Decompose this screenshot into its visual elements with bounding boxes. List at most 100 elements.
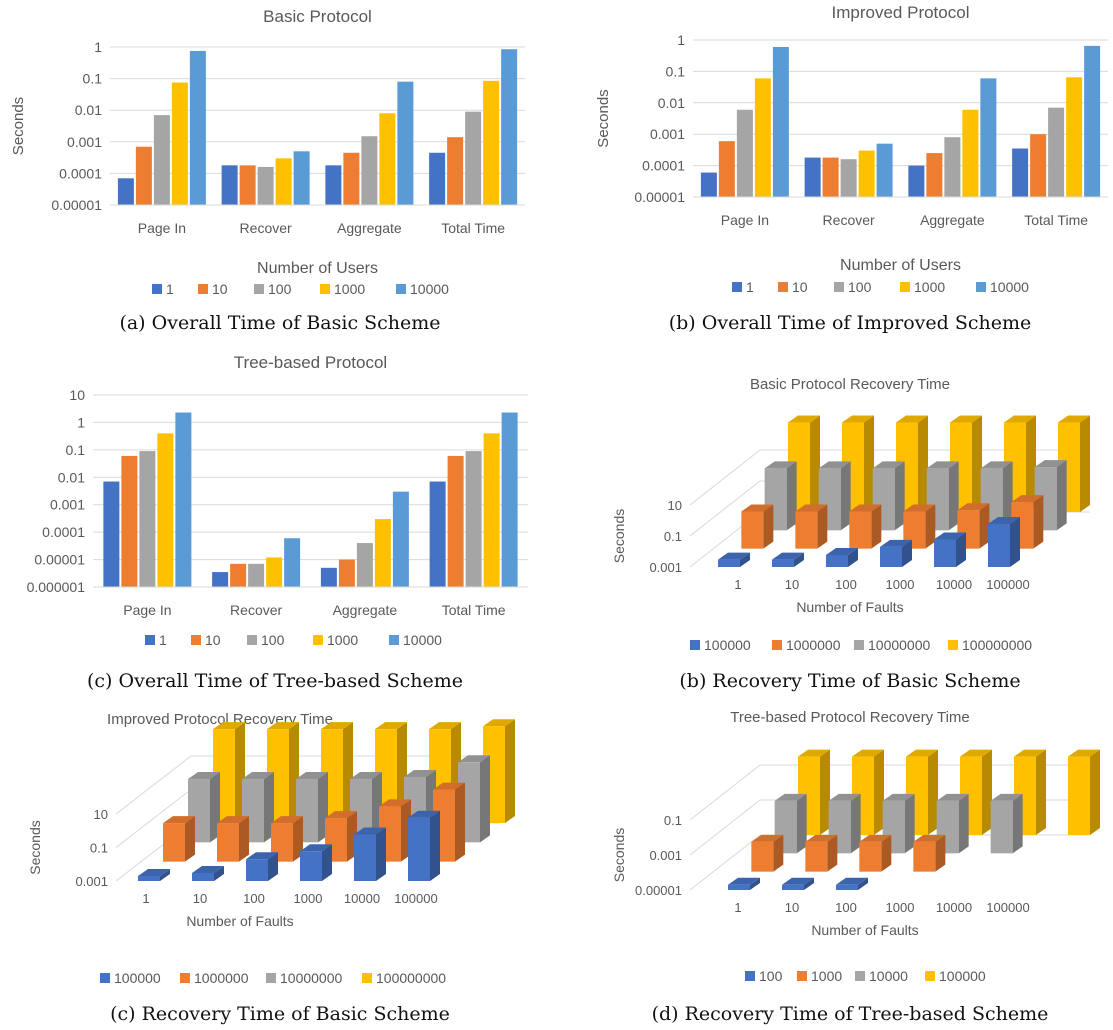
legend-swatch	[313, 635, 323, 645]
bar-top	[246, 852, 278, 860]
y-axis-label: Seconds	[595, 89, 612, 147]
bar-top	[325, 811, 357, 819]
y-tick-label: 0.001	[50, 497, 85, 513]
chart-title: Tree-based Protocol Recovery Time	[730, 709, 970, 726]
y-tick-label: 0.1	[666, 63, 686, 79]
caption-b2: (b) Recovery Time of Basic Scheme	[679, 670, 1021, 692]
bar	[447, 137, 464, 205]
bar-top	[296, 772, 328, 780]
x-axis-label: Number of Faults	[811, 922, 918, 938]
legend-label: 100000	[939, 968, 986, 984]
legend-label: 1000	[334, 281, 365, 297]
bar-side	[322, 844, 332, 881]
x-tick-label: 10000	[344, 891, 380, 906]
bar	[501, 412, 518, 587]
bar	[926, 153, 943, 197]
y-axis-label: Seconds	[611, 509, 627, 563]
legend-swatch	[854, 640, 864, 650]
bar-top	[433, 782, 465, 790]
gridline	[689, 799, 761, 856]
legend-label: 100000000	[962, 637, 1032, 653]
bar	[275, 158, 292, 205]
gridline	[689, 764, 761, 821]
bar	[257, 166, 274, 205]
bar-top	[772, 552, 804, 560]
bar-side	[979, 503, 990, 549]
bar	[374, 519, 391, 587]
bar	[483, 80, 500, 205]
bar-side	[874, 749, 884, 835]
chart-tree-recovery-svg: Tree-based Protocol Recovery Time 0.00001…	[611, 709, 1100, 984]
bar-side	[763, 504, 774, 549]
bar	[465, 111, 482, 205]
bar	[990, 800, 1013, 854]
bar-top	[934, 532, 966, 540]
x-tick-label: Aggregate	[333, 602, 398, 618]
legend-swatch	[266, 973, 276, 983]
bar	[782, 884, 804, 890]
bar	[139, 451, 156, 587]
bar	[248, 563, 265, 587]
bar-side	[956, 532, 966, 567]
bar-side	[376, 827, 386, 881]
bar-top	[138, 868, 170, 876]
caption-c2: (c) Recovery Time of Basic Scheme	[110, 1003, 450, 1025]
bar	[117, 178, 134, 205]
bar	[754, 78, 771, 197]
x-tick-label: 1000	[294, 891, 323, 906]
legend-swatch	[976, 282, 986, 292]
bar	[379, 113, 396, 205]
x-tick-label: Page In	[721, 212, 769, 228]
legend-swatch	[778, 282, 788, 292]
bar-top	[960, 749, 992, 757]
bar	[880, 546, 902, 567]
bar	[429, 152, 446, 205]
bar	[447, 455, 464, 587]
bar-side	[972, 415, 982, 512]
bar-side	[480, 755, 490, 843]
legend-label: 100000000	[376, 970, 446, 986]
y-tick-label: 0.0001	[42, 524, 85, 540]
gridline	[689, 449, 761, 506]
y-tick-label: 0.1	[664, 813, 682, 828]
bar	[266, 557, 283, 587]
bar	[859, 841, 882, 872]
x-tick-label: Page In	[138, 220, 186, 236]
caption-d: (d) Recovery Time of Tree-based Scheme	[651, 1003, 1049, 1025]
bar-side	[894, 461, 905, 531]
x-tick-label: 1000	[886, 577, 915, 592]
bar-side	[904, 793, 915, 854]
bar-top	[836, 877, 868, 885]
y-axis-label: Seconds	[10, 97, 27, 155]
legend-swatch	[198, 284, 208, 294]
bar-top	[213, 722, 245, 730]
y-tick-label: 0.00001	[51, 197, 102, 213]
bar-top	[805, 834, 838, 842]
gridline	[115, 755, 192, 815]
legend-swatch	[247, 635, 257, 645]
y-tick-label: 0.0001	[642, 158, 685, 174]
bar-side	[881, 834, 892, 872]
legend-label: 10	[205, 632, 221, 648]
bar-top	[458, 755, 490, 763]
bar	[913, 841, 936, 872]
bar-side	[935, 834, 946, 872]
bar-top	[718, 552, 750, 560]
y-tick-label: 0.001	[75, 874, 108, 889]
bar	[908, 165, 925, 197]
bar-top	[926, 461, 959, 469]
bar-top	[321, 722, 353, 730]
bar	[804, 157, 821, 197]
bar	[988, 523, 1010, 567]
bar	[361, 136, 378, 205]
chart-basic-recovery: Basic Protocol Recovery Time 0.001 0.1 10 Se…	[560, 365, 1113, 665]
bar-top	[936, 793, 969, 801]
legend-swatch	[152, 284, 162, 294]
bar-side	[902, 539, 912, 567]
bar	[300, 851, 322, 881]
bar-top	[882, 793, 915, 801]
legend-label: 1000	[811, 968, 842, 984]
bar	[465, 451, 482, 587]
bar-side	[185, 816, 195, 862]
legend-swatch	[100, 973, 110, 983]
